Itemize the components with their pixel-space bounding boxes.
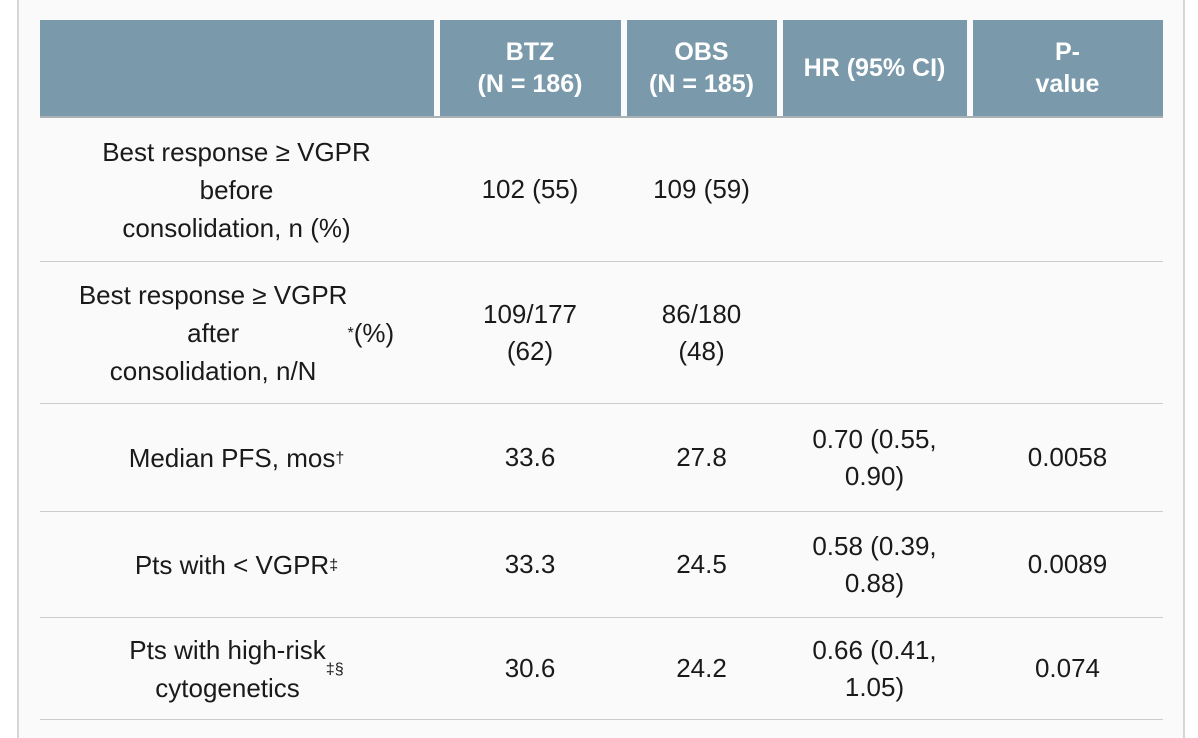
row-label: Pts with high-risk cytogenetics ‡§ xyxy=(40,618,434,719)
cell-obs: 24.5 xyxy=(676,549,727,579)
cell-hr xyxy=(783,118,967,261)
cell-obs: 86/180 (48) xyxy=(661,298,742,366)
row-label: Best response ≥ VGPR after consolidation… xyxy=(40,262,434,403)
table-row: Pts with < VGPR ‡ 33.3 24.5 0.58 (0.39, 0… xyxy=(39,512,1163,618)
cell-btz: 33.3 xyxy=(504,549,556,579)
row-label-text: Pts with high-risk cytogenetics xyxy=(129,634,326,703)
cell-hr xyxy=(783,262,967,403)
header-cell-empty xyxy=(39,20,434,116)
row-label-suffix: (%) xyxy=(353,317,395,348)
row-label-text: Best response ≥ VGPR before consolidatio… xyxy=(102,136,371,243)
cell-obs: 109 (59) xyxy=(653,174,750,204)
cell-hr: 0.70 (0.55, 0.90) xyxy=(812,423,937,491)
cell-btz: 109/177 (62) xyxy=(483,298,577,366)
content-card: BTZ (N = 186) OBS (N = 185) HR (95% CI) … xyxy=(17,0,1185,738)
table-row: Best response ≥ VGPR before consolidatio… xyxy=(39,118,1163,262)
cell-btz: 33.6 xyxy=(504,442,556,472)
cell-obs: 27.8 xyxy=(676,442,727,472)
table-row: Best response ≥ VGPR after consolidation… xyxy=(39,262,1163,404)
header-cell-btz: BTZ (N = 186) xyxy=(439,20,621,116)
row-label-text: Best response ≥ VGPR after consolidation… xyxy=(78,279,348,386)
cell-obs: 24.2 xyxy=(676,653,727,683)
cell-btz: 102 (55) xyxy=(481,174,579,204)
header-cell-pvalue: P- value xyxy=(972,20,1163,116)
cell-pvalue xyxy=(973,118,1163,261)
header-cell-obs: OBS (N = 185) xyxy=(626,20,777,116)
table-row: Median PFS, mos † 33.6 27.8 0.70 (0.55, 0… xyxy=(39,404,1163,512)
row-label-text: Median PFS, mos xyxy=(128,442,336,473)
cell-pvalue xyxy=(973,262,1163,403)
row-label: Median PFS, mos † xyxy=(40,404,434,511)
table-header-row: BTZ (N = 186) OBS (N = 185) HR (95% CI) … xyxy=(39,20,1163,118)
cell-btz: 30.6 xyxy=(504,653,556,683)
results-table: BTZ (N = 186) OBS (N = 185) HR (95% CI) … xyxy=(39,20,1163,720)
row-label: Best response ≥ VGPR before consolidatio… xyxy=(40,118,434,261)
cell-hr: 0.58 (0.39, 0.88) xyxy=(812,530,937,598)
cell-hr: 0.66 (0.41, 1.05) xyxy=(812,634,937,702)
header-cell-hr: HR (95% CI) xyxy=(782,20,967,116)
table-row: Pts with high-risk cytogenetics ‡§ 30.6 2… xyxy=(39,618,1163,720)
cell-pvalue: 0.0058 xyxy=(1027,442,1108,472)
cell-pvalue: 0.0089 xyxy=(1027,549,1108,579)
cell-pvalue: 0.074 xyxy=(1034,653,1101,683)
row-label: Pts with < VGPR ‡ xyxy=(40,512,434,617)
row-label-text: Pts with < VGPR xyxy=(134,549,330,580)
